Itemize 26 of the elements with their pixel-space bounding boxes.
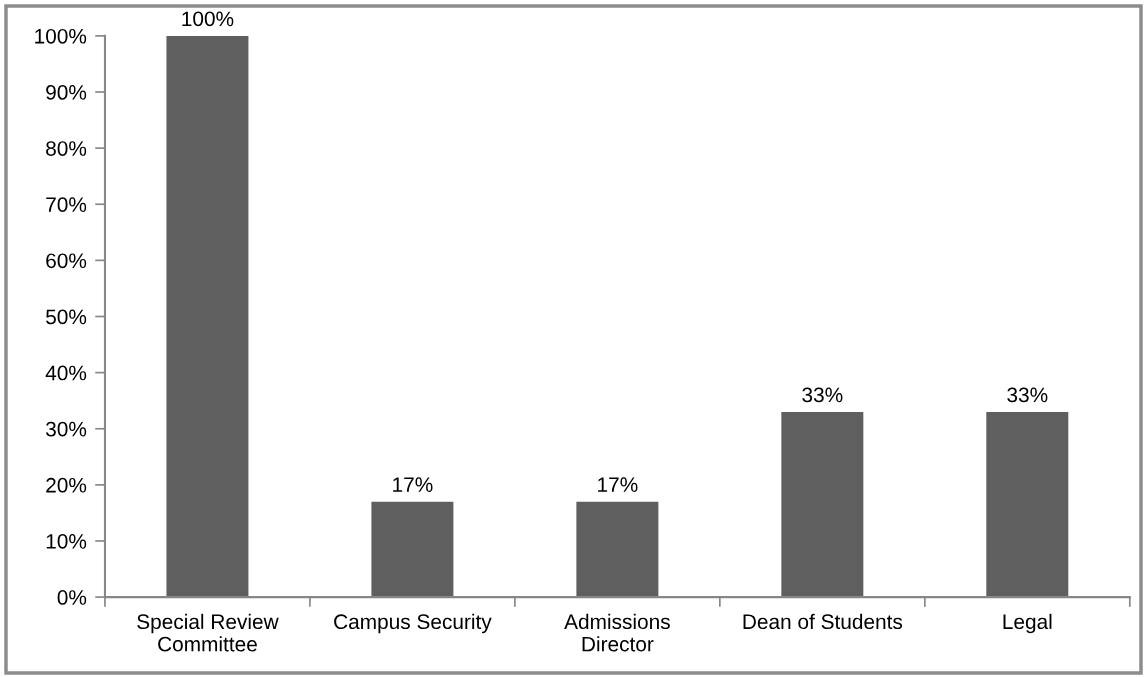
data-label: 33% bbox=[802, 387, 843, 403]
bar bbox=[371, 501, 454, 598]
x-tick-label: Dean of Students bbox=[743, 613, 903, 630]
x-tick-label: Special Review Committee bbox=[137, 613, 279, 652]
x-tick-label: Legal bbox=[1003, 613, 1052, 634]
y-tick-label: 90% bbox=[46, 85, 87, 100]
bar bbox=[576, 501, 659, 598]
y-tick-label: 60% bbox=[46, 253, 87, 269]
y-tick-label: 0% bbox=[57, 590, 87, 605]
y-tick-label: 20% bbox=[46, 477, 87, 493]
bar bbox=[781, 411, 864, 598]
data-label: 17% bbox=[598, 477, 638, 492]
data-label: 100% bbox=[182, 11, 234, 27]
y-tick-label: 10% bbox=[46, 533, 87, 549]
y-tick-label: 40% bbox=[45, 365, 87, 381]
data-label: 17% bbox=[393, 477, 433, 492]
y-tick-label: 30% bbox=[45, 421, 87, 437]
data-label: 33% bbox=[1007, 387, 1048, 403]
bar bbox=[986, 411, 1069, 598]
y-tick-label: 100% bbox=[35, 28, 87, 44]
x-tick-label: Admissions Director bbox=[564, 613, 670, 652]
x-tick-label: Campus Security bbox=[334, 613, 492, 634]
y-tick-label: 50% bbox=[46, 309, 87, 325]
y-tick-label: 80% bbox=[46, 141, 87, 156]
bar bbox=[166, 35, 249, 598]
y-tick-label: 70% bbox=[46, 197, 87, 212]
